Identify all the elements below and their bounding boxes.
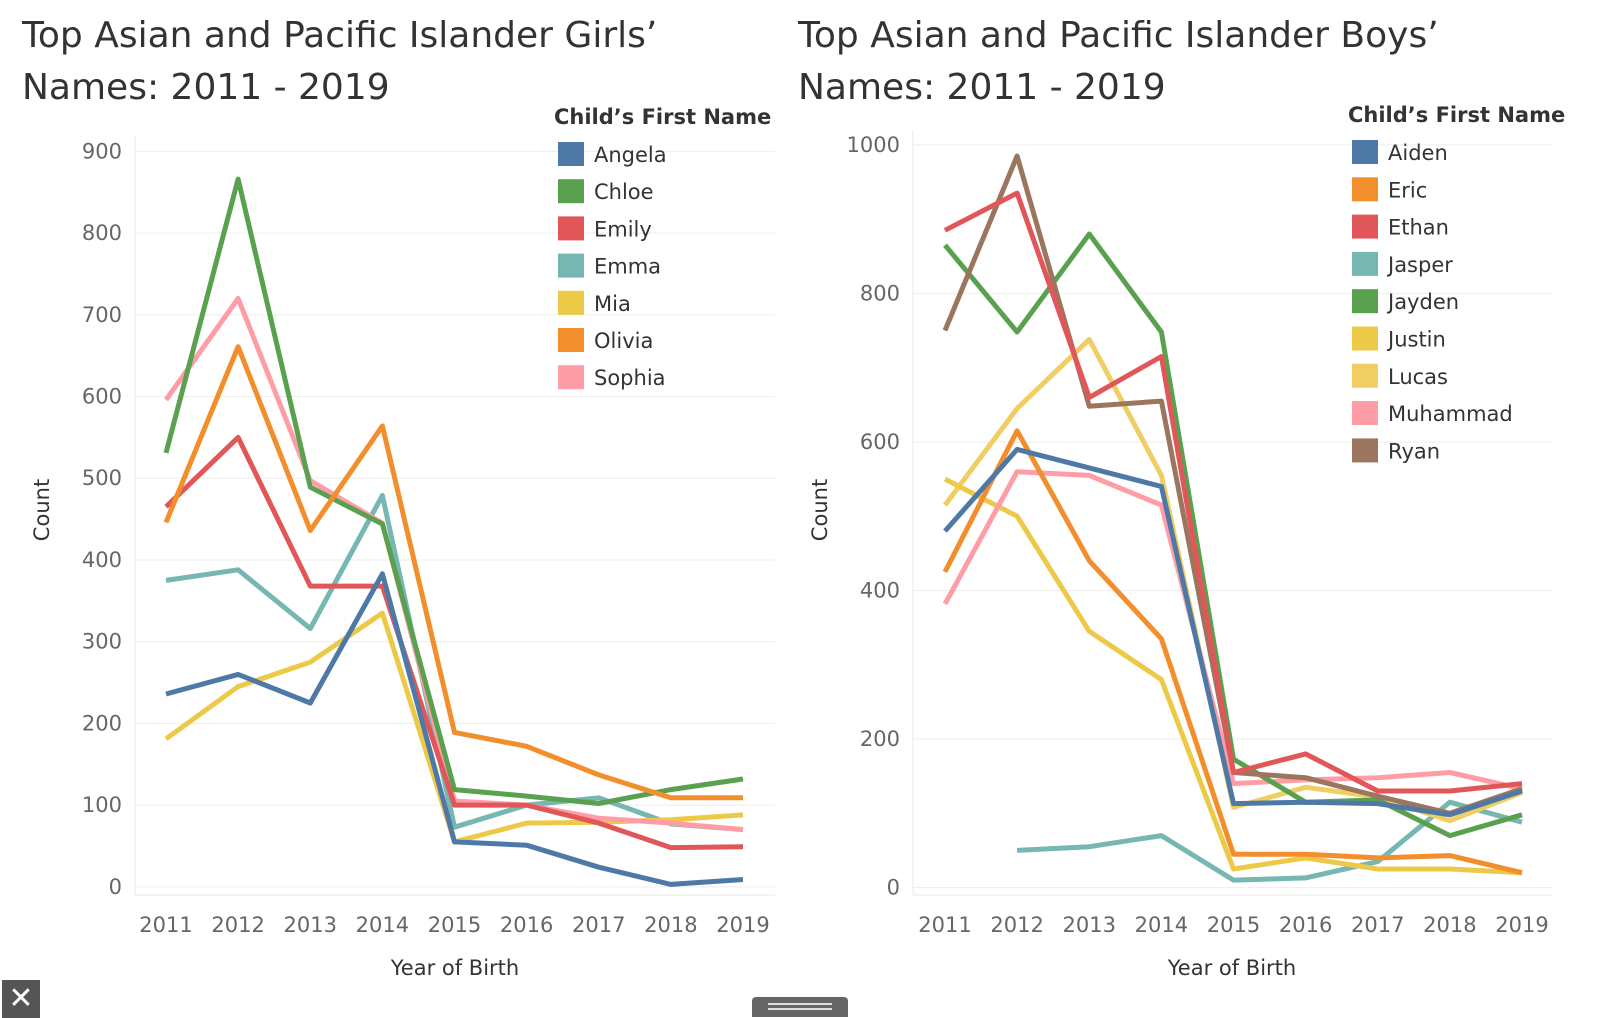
series-line-chloe[interactable] (163, 176, 744, 806)
legend-label[interactable]: Angela (594, 143, 667, 167)
legend-swatch[interactable] (558, 253, 584, 278)
x-tick-label: 2014 (356, 913, 409, 937)
legend-swatch[interactable] (1352, 140, 1378, 164)
legend-swatch[interactable] (1352, 326, 1378, 351)
legend-label[interactable]: Emily (594, 217, 652, 241)
series-line-emily[interactable] (164, 434, 744, 851)
series-line-eric[interactable] (942, 428, 1523, 876)
series-line-angela[interactable] (165, 571, 744, 887)
y-tick-label: 300 (82, 630, 122, 654)
y-tick-label: 600 (860, 430, 900, 454)
girls-chart-title: Top Asian and Pacific Islander Girls’ Na… (22, 10, 657, 114)
x-tick-label: 2015 (1207, 913, 1260, 937)
y-tick-label: 400 (860, 578, 900, 602)
y-tick-label: 600 (82, 385, 122, 409)
y-tick-label: 100 (82, 793, 122, 817)
y-axis-title: Count (30, 479, 54, 541)
legend-title: Child’s First Name (554, 105, 771, 129)
legend-label[interactable]: Eric (1388, 178, 1427, 202)
boys-line-chart: 0 200 400 600 800 1000 2011 2012 2013 2014 2015 201… (808, 103, 1565, 980)
legend-label[interactable]: Sophia (594, 366, 666, 390)
legend-label[interactable]: Mia (594, 292, 631, 316)
legend-swatch[interactable] (558, 179, 584, 204)
legend-label[interactable]: Muhammad (1388, 402, 1513, 426)
x-tick-label: 2011 (139, 913, 192, 937)
y-tick-label: 0 (887, 876, 900, 900)
y-tick-label: 200 (82, 711, 122, 735)
girls-line-chart: 0 100 200 300 400 500 600 700 800 900 2011 2012 2013… (30, 105, 775, 980)
y-tick-label: 400 (82, 548, 122, 572)
x-tick-label: 2016 (1279, 913, 1332, 937)
x-axis-title: Year of Birth (1167, 956, 1296, 980)
x-tick-label: 2013 (1063, 913, 1116, 937)
boys-chart-panel: Top Asian and Pacific Islander Boys’ Nam… (790, 0, 1600, 1000)
x-tick-label: 2019 (1495, 913, 1548, 937)
y-tick-label: 800 (82, 221, 122, 245)
legend-title: Child’s First Name (1348, 103, 1565, 127)
x-tick-label: 2019 (716, 913, 769, 937)
x-tick-label: 2015 (428, 913, 481, 937)
x-tick-label: 2018 (644, 913, 697, 937)
legend-label[interactable]: Chloe (594, 180, 654, 204)
girls-chart-panel: Top Asian and Pacific Islander Girls’ Na… (0, 0, 790, 1000)
x-tick-label: 2012 (990, 913, 1043, 937)
y-tick-label: 0 (109, 875, 122, 899)
x-tick-label: 2014 (1135, 913, 1188, 937)
close-icon: ✕ (8, 981, 34, 1016)
x-tick-label: 2011 (918, 913, 971, 937)
x-tick-label: 2017 (572, 913, 625, 937)
legend-label[interactable]: Ryan (1388, 439, 1440, 463)
series-line-ethan[interactable] (943, 190, 1523, 794)
legend-label[interactable]: Aiden (1388, 141, 1448, 165)
y-tick-label: 1000 (847, 133, 900, 157)
legend-swatch[interactable] (558, 328, 584, 352)
legend-swatch[interactable] (558, 290, 584, 315)
y-tick-label: 700 (82, 303, 122, 327)
drag-handle[interactable] (752, 997, 848, 1017)
girls-chart-title-line2: Names: 2011 - 2019 (22, 67, 390, 108)
y-tick-label: 500 (82, 466, 122, 490)
y-tick-label: 900 (82, 139, 122, 163)
legend-swatch[interactable] (1352, 401, 1378, 426)
series-line-muhammad[interactable] (942, 469, 1523, 792)
legend-swatch[interactable] (1352, 251, 1378, 276)
legend-label[interactable]: Emma (594, 255, 661, 279)
legend-label[interactable]: Lucas (1388, 365, 1448, 389)
legend-swatch[interactable] (1352, 177, 1378, 202)
boys-chart-title-line2: Names: 2011 - 2019 (798, 67, 1166, 108)
x-tick-label: 2013 (284, 913, 337, 937)
legend-swatch[interactable] (558, 142, 584, 166)
y-tick-label: 200 (860, 727, 900, 751)
legend-swatch[interactable] (558, 365, 584, 390)
legend-label[interactable]: Jayden (1386, 290, 1459, 314)
legend-swatch[interactable] (1352, 289, 1378, 314)
series-line-olivia[interactable] (163, 344, 743, 801)
legend-label[interactable]: Ethan (1388, 216, 1449, 240)
y-axis-title: Count (808, 479, 832, 541)
series-line-aiden[interactable] (943, 446, 1523, 818)
x-tick-label: 2016 (500, 913, 553, 937)
legend-swatch[interactable] (558, 216, 584, 241)
legend-swatch[interactable] (1352, 214, 1378, 239)
close-button[interactable]: ✕ (2, 980, 40, 1018)
legend-label[interactable]: Olivia (594, 329, 653, 353)
x-tick-label: 2018 (1423, 913, 1476, 937)
legend-swatch[interactable] (1352, 438, 1378, 463)
series-line-emma[interactable] (165, 492, 744, 833)
legend-swatch[interactable] (1352, 363, 1378, 388)
x-axis-title: Year of Birth (390, 956, 519, 980)
boys-chart-title: Top Asian and Pacific Islander Boys’ Nam… (798, 10, 1439, 114)
series-line-justin[interactable] (943, 476, 1523, 876)
y-tick-label: 800 (860, 281, 900, 305)
x-tick-label: 2017 (1351, 913, 1404, 937)
x-tick-label: 2012 (211, 913, 264, 937)
legend-label[interactable]: Justin (1386, 328, 1446, 352)
girls-chart-title-line1: Top Asian and Pacific Islander Girls’ (22, 15, 658, 56)
boys-chart-title-line1: Top Asian and Pacific Islander Boys’ (798, 15, 1439, 56)
legend-label[interactable]: Jasper (1386, 253, 1453, 277)
